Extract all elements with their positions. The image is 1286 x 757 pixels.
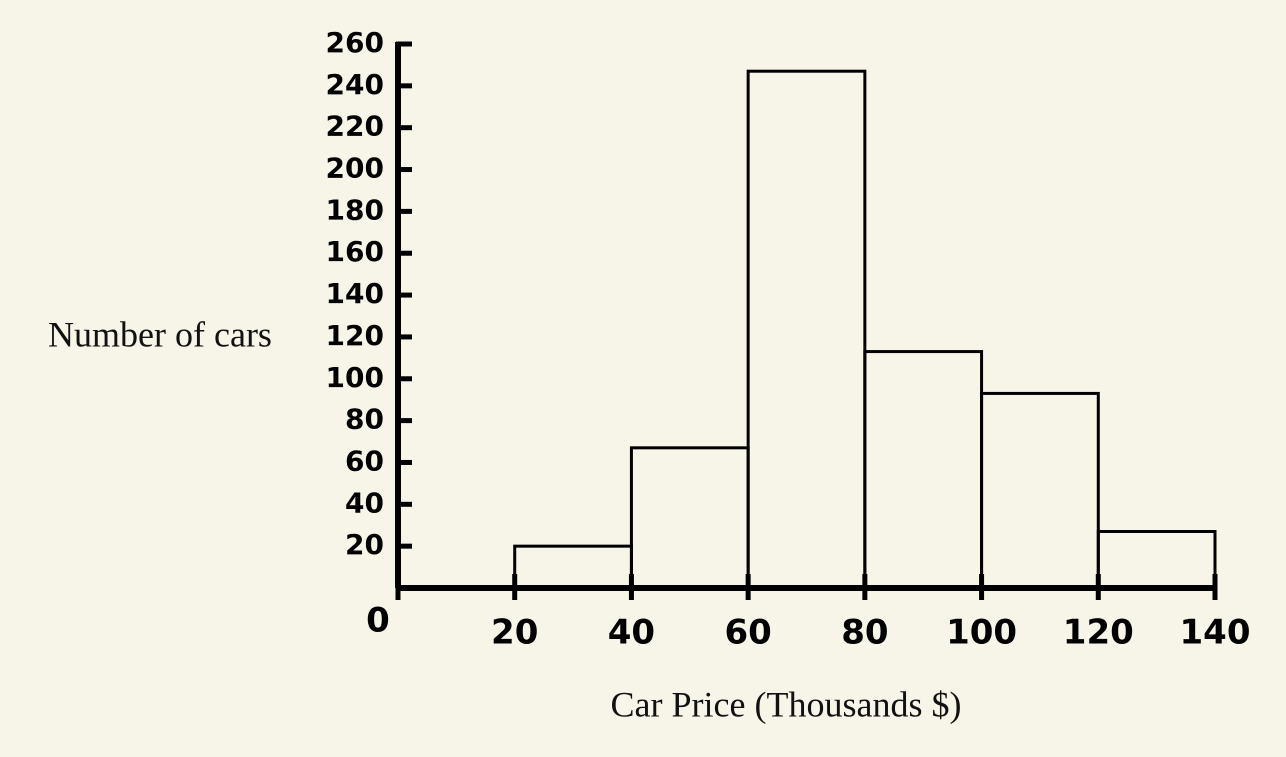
y-tick-label: 180 <box>326 193 384 226</box>
y-tick-label: 220 <box>326 110 384 143</box>
y-tick-label: 160 <box>326 235 384 268</box>
x-tick-label: 40 <box>608 613 655 653</box>
y-tick-label: 60 <box>345 444 384 477</box>
y-tick-label: 260 <box>326 26 384 59</box>
x-tick-label: 60 <box>724 613 771 653</box>
y-tick-label: 100 <box>326 361 384 394</box>
x-tick-label: 0 <box>366 601 390 641</box>
x-tick-label: 120 <box>1063 613 1134 653</box>
y-tick-label: 80 <box>345 403 384 436</box>
x-tick-label: 100 <box>946 613 1017 653</box>
x-tick-label: 80 <box>841 613 888 653</box>
y-axis-title: Number of cars <box>48 314 272 354</box>
y-tick-label: 40 <box>345 486 384 519</box>
x-tick-label: 20 <box>491 613 538 653</box>
x-axis-title: Car Price (Thousands $) <box>611 684 962 724</box>
x-tick-label: 140 <box>1180 613 1251 653</box>
y-tick-label: 140 <box>326 277 384 310</box>
y-tick-label: 200 <box>326 152 384 185</box>
y-tick-label: 120 <box>326 319 384 352</box>
y-tick-label: 240 <box>326 68 384 101</box>
y-tick-label: 20 <box>345 528 384 561</box>
